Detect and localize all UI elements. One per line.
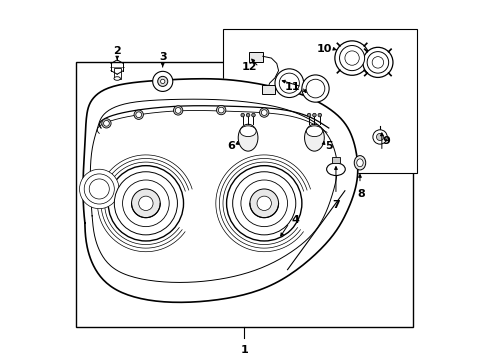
Circle shape xyxy=(279,73,299,93)
Circle shape xyxy=(84,174,114,204)
Text: 5: 5 xyxy=(325,141,332,151)
Circle shape xyxy=(306,113,310,117)
Text: 12: 12 xyxy=(241,62,257,72)
Text: 8: 8 xyxy=(356,189,364,199)
Circle shape xyxy=(362,47,392,77)
Text: 1: 1 xyxy=(240,345,248,355)
Circle shape xyxy=(305,79,324,98)
Circle shape xyxy=(344,51,359,65)
Circle shape xyxy=(103,121,109,126)
Circle shape xyxy=(317,113,321,117)
Circle shape xyxy=(301,75,328,102)
Circle shape xyxy=(372,130,386,144)
Ellipse shape xyxy=(240,126,256,136)
Circle shape xyxy=(173,106,183,115)
Circle shape xyxy=(241,180,287,226)
Circle shape xyxy=(80,169,119,209)
Circle shape xyxy=(261,110,266,116)
Circle shape xyxy=(114,172,177,235)
Text: 9: 9 xyxy=(382,136,389,146)
Text: 2: 2 xyxy=(113,46,121,55)
Text: 10: 10 xyxy=(316,44,332,54)
Ellipse shape xyxy=(353,156,365,170)
Text: 3: 3 xyxy=(159,52,166,62)
Circle shape xyxy=(259,108,268,117)
Circle shape xyxy=(274,69,303,98)
Ellipse shape xyxy=(356,159,363,167)
Text: 6: 6 xyxy=(227,141,235,151)
Bar xyxy=(262,85,274,94)
Circle shape xyxy=(226,166,301,241)
Circle shape xyxy=(334,41,368,75)
Bar xyxy=(249,51,262,62)
Text: 11: 11 xyxy=(284,82,300,92)
Circle shape xyxy=(89,179,109,199)
Ellipse shape xyxy=(326,163,345,176)
Circle shape xyxy=(241,113,244,117)
Bar xyxy=(76,62,412,327)
Circle shape xyxy=(312,113,316,117)
Circle shape xyxy=(257,196,271,211)
Ellipse shape xyxy=(114,77,120,80)
Circle shape xyxy=(152,71,172,91)
Circle shape xyxy=(136,112,142,118)
Circle shape xyxy=(134,110,143,120)
Bar xyxy=(223,30,416,173)
Circle shape xyxy=(232,172,295,235)
Circle shape xyxy=(131,189,160,218)
Circle shape xyxy=(376,134,383,140)
Circle shape xyxy=(139,196,153,211)
Circle shape xyxy=(175,108,181,113)
Circle shape xyxy=(108,166,183,241)
Circle shape xyxy=(216,105,225,115)
Circle shape xyxy=(366,51,388,73)
Circle shape xyxy=(246,113,249,117)
Polygon shape xyxy=(83,79,357,302)
Circle shape xyxy=(249,189,278,218)
Text: 7: 7 xyxy=(331,200,339,210)
Circle shape xyxy=(122,180,169,226)
Ellipse shape xyxy=(304,124,324,151)
Bar xyxy=(113,68,121,78)
Bar xyxy=(332,157,339,163)
Circle shape xyxy=(251,113,255,117)
Circle shape xyxy=(371,57,383,68)
Circle shape xyxy=(160,79,164,84)
Circle shape xyxy=(158,76,167,86)
Ellipse shape xyxy=(306,126,322,136)
Circle shape xyxy=(218,107,224,113)
Circle shape xyxy=(339,45,364,71)
Text: 4: 4 xyxy=(290,215,298,225)
Ellipse shape xyxy=(238,124,258,151)
Circle shape xyxy=(102,119,111,128)
